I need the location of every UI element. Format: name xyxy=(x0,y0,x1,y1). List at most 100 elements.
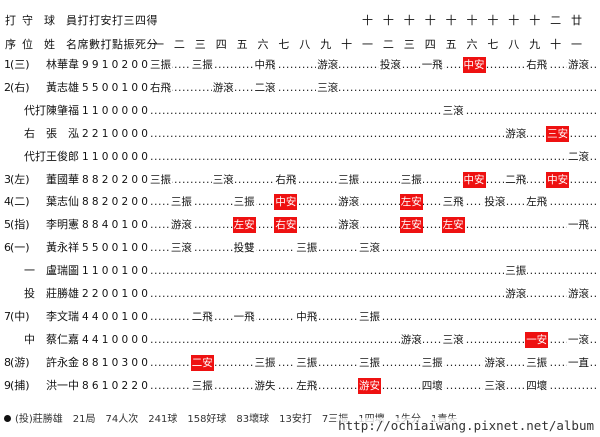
inning-label: 三 xyxy=(194,38,206,51)
at-bat-result: 二飛 xyxy=(504,171,528,188)
at-bat-result: 一直 xyxy=(567,354,590,371)
watermark-url[interactable]: http://ochiaiwang.pixnet.net/album xyxy=(336,418,596,433)
at-bat-result: 三振 xyxy=(358,308,381,325)
dotted-leader: ........................................… xyxy=(150,332,596,346)
player-stats: 1100000 xyxy=(82,150,152,163)
at-bat-result: 游滾 xyxy=(337,194,361,211)
player-name: 林華韋 xyxy=(46,58,79,71)
player-stats: 8820200 xyxy=(82,173,152,186)
hit-result: 中安 xyxy=(462,171,486,188)
player-name: 莊勝雄 xyxy=(46,287,79,300)
batting-order: 2 xyxy=(4,80,11,94)
player-stats: 1100000 xyxy=(82,104,152,117)
hit-result: 左安 xyxy=(441,217,465,234)
at-bat-result: 二滾 xyxy=(567,148,590,165)
at-bat-result: 三振 xyxy=(253,354,277,371)
at-bat-result: 三飛 xyxy=(441,194,465,211)
header-top-label: 員打打安打三四得 xyxy=(66,14,158,27)
position: 投 xyxy=(24,287,35,300)
inning-label: 一 xyxy=(571,38,582,51)
at-bat-result: 游滾 xyxy=(169,217,193,234)
position: 一 xyxy=(24,264,35,278)
at-bat-result: 二滾 xyxy=(253,79,277,96)
at-bat-result: 三振 xyxy=(232,194,256,211)
at-bat-result: 三滾 xyxy=(211,171,235,188)
table-row: 6(一)黃永祥5500100..........................… xyxy=(0,240,600,258)
at-bat-result: 投滾 xyxy=(378,57,402,73)
at-bat-result: 三滾 xyxy=(441,102,465,119)
at-bat-result: 三滾 xyxy=(316,79,340,96)
hit-result: 游安 xyxy=(358,377,381,394)
inning-tens-label: 十 xyxy=(362,14,373,27)
batting-order: 4 xyxy=(4,195,11,209)
at-bat-result: 左飛 xyxy=(295,377,319,394)
player-name: 黃志雄 xyxy=(46,80,79,94)
position: (二) xyxy=(10,195,30,209)
at-bat-result: 投雙 xyxy=(232,240,256,257)
at-bat-result: 三振 xyxy=(149,57,172,73)
table-row: 代打 陳肇福 1100000............................… xyxy=(0,102,600,121)
pitcher-summary: (投)莊勝雄 21局 74人次 241球 158好球 83壞球 13安打 7三振… xyxy=(4,410,457,425)
position: (指) xyxy=(10,218,30,232)
player-stats: 4410000 xyxy=(82,333,152,346)
inning-label: 七 xyxy=(278,38,290,51)
at-bat-result: 游滾 xyxy=(504,286,528,302)
inning-tens-label: 十 xyxy=(382,14,394,27)
at-bat-result: 三振 xyxy=(149,171,172,188)
inning-label: 十 xyxy=(341,38,353,51)
at-bat-result: 游滾 xyxy=(483,354,507,371)
at-bat-result: 投滾 xyxy=(483,194,507,211)
hit-result: 二安 xyxy=(190,354,214,371)
hit-result: 中安 xyxy=(274,194,298,211)
player-stats: 9910200 xyxy=(82,59,152,71)
dotted-leader: ........................................… xyxy=(150,126,596,140)
position: (三) xyxy=(10,58,30,71)
at-bat-result: 三滾 xyxy=(483,377,507,394)
at-bat-result: 三滾 xyxy=(169,240,193,257)
inning-label: 三 xyxy=(403,38,415,51)
player-stats: 8610220 xyxy=(82,379,152,392)
player-name: 陳肇福 xyxy=(46,103,79,117)
at-bat-result: 游滾 xyxy=(399,331,423,348)
position: 中 xyxy=(24,332,35,346)
table-row: 投莊勝雄 2200100.............................… xyxy=(0,286,600,304)
at-bat-result: 一飛 xyxy=(420,57,444,73)
table-row: 8(游)許永金8810300..........................… xyxy=(0,354,600,373)
inning-label: 六 xyxy=(257,38,269,51)
pitcher-summary-text: (投)莊勝雄 21局 74人次 241球 158好球 83壞球 13安打 7三振… xyxy=(15,414,458,425)
at-bat-result: 一滾 xyxy=(567,331,590,348)
at-bat-result: 游滾 xyxy=(211,79,235,96)
at-bat-result: 四壞 xyxy=(525,377,549,394)
player-name: 董國華 xyxy=(46,172,79,186)
position: (游) xyxy=(10,355,30,369)
position: (捕) xyxy=(10,378,30,392)
player-name: 盧瑞圖 xyxy=(46,264,79,278)
dotted-leader: ........................................… xyxy=(150,149,596,163)
table-row: 一盧瑞圖 1100100.............................… xyxy=(0,263,600,281)
header-bottom-label: 序 xyxy=(5,38,16,51)
inning-label: 四 xyxy=(424,38,436,51)
header-top-label: 守 xyxy=(22,14,33,27)
inning-label: 九 xyxy=(320,38,332,51)
player-stats: 8840100 xyxy=(82,219,152,232)
inning-label: 七 xyxy=(487,38,499,51)
inning-tens-label: 十 xyxy=(529,14,541,27)
at-bat-result: 三振 xyxy=(525,354,549,371)
at-bat-result: 右飛 xyxy=(274,171,298,188)
batting-order: 8 xyxy=(4,355,11,369)
batting-order: 9 xyxy=(4,378,11,392)
at-bat-result: 右飛 xyxy=(525,57,549,73)
hit-result: 左安 xyxy=(399,217,423,234)
at-bat-result: 游滾 xyxy=(337,217,361,234)
at-bat-result: 左飛 xyxy=(525,194,549,211)
inning-tens-label: 十 xyxy=(466,14,478,27)
table-row: 3 (左) 董國華 8820200..........................… xyxy=(0,171,600,190)
hit-result: 中安 xyxy=(546,171,570,188)
at-bat-result: 游滾 xyxy=(504,125,528,142)
header-bottom-label: 位 xyxy=(22,38,33,51)
table-row: 代打 王俊郎 1100000............................… xyxy=(0,148,600,167)
hit-result: 左安 xyxy=(232,217,256,234)
player-stats: 8820200 xyxy=(82,196,152,209)
position: (一) xyxy=(10,241,30,255)
at-bat-result: 三振 xyxy=(295,354,319,371)
